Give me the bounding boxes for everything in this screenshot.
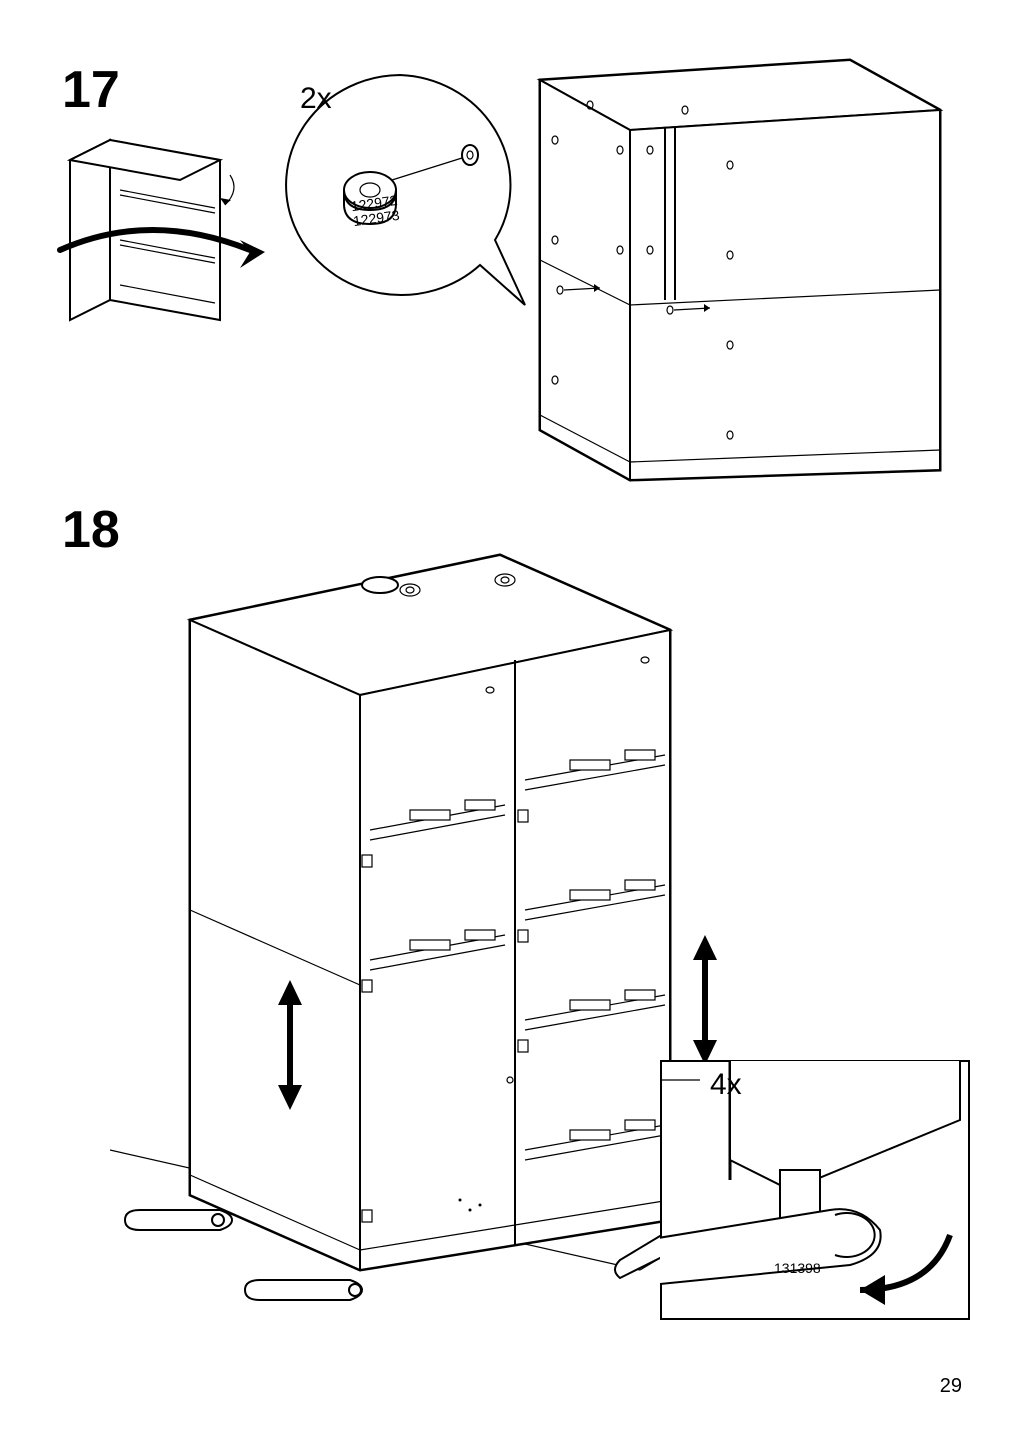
spanner-front-left xyxy=(125,1210,232,1230)
page-number: 29 xyxy=(940,1375,962,1398)
step18-inset-frame xyxy=(660,1060,970,1320)
step18-inset-qty-label: 4x xyxy=(710,1068,742,1102)
spanner-front-mid xyxy=(245,1280,362,1300)
adjust-arrow-right xyxy=(693,935,717,1065)
step17-part-ids: 122972 122973 xyxy=(350,193,401,230)
step17-qty-label: 2x xyxy=(300,82,332,116)
step-17-number: 17 xyxy=(62,60,120,120)
step18-inset-part-id: 131398 xyxy=(774,1260,821,1276)
step17-cabinet-rear xyxy=(500,50,970,490)
step17-rotate-diagram xyxy=(50,120,270,350)
instruction-page: 17 2x 122972 122973 xyxy=(0,0,1012,1432)
